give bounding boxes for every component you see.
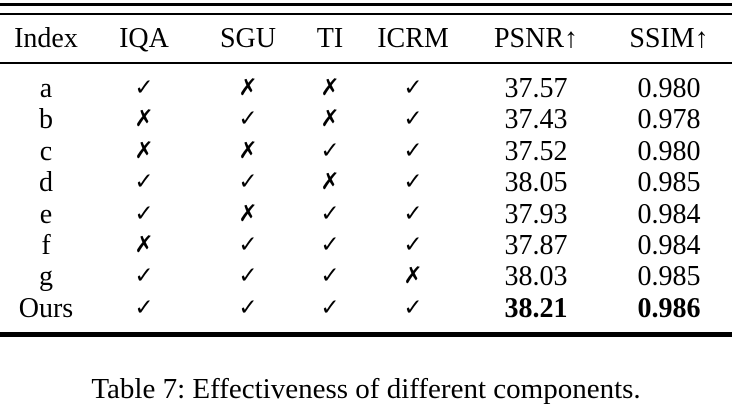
cross-icon: ✗	[320, 75, 340, 101]
metric-value: 0.984	[637, 229, 701, 261]
row-index-label: f	[41, 229, 51, 261]
check-icon: ✓	[320, 137, 340, 164]
column-header-index: Index	[14, 22, 78, 54]
check-icon: ✓	[320, 263, 340, 290]
row-index-label: d	[39, 167, 53, 199]
column-header-icrm: ICRM	[377, 22, 449, 54]
cross-icon: ✗	[134, 231, 154, 258]
table-row-b: b ✗ ✓ ✗ ✓ 37.43 0.978	[0, 104, 732, 135]
table-row-e: e ✓ ✗ ✓ ✓ 37.93 0.984	[0, 199, 732, 230]
metric-value: 0.984	[637, 198, 701, 230]
check-icon: ✓	[403, 106, 423, 133]
check-icon: ✓	[403, 75, 423, 101]
cross-icon: ✗	[320, 169, 340, 196]
row-index-label: c	[39, 135, 53, 167]
table-row-f: f ✗ ✓ ✓ ✓ 37.87 0.984	[0, 230, 732, 261]
metric-value: 0.985	[637, 167, 701, 199]
metric-value: 37.57	[504, 73, 568, 104]
column-header-ti: TI	[316, 22, 344, 54]
check-icon: ✓	[238, 263, 258, 290]
column-header-sgu: SGU	[219, 22, 276, 54]
cross-icon: ✗	[134, 106, 154, 133]
table-body: a ✓ ✗ ✗ ✓ 37.57 0.980 b ✗ ✓ ✗ ✓ 37.43 0.978 c ✗ ✗ ✓ ✓ 37.52…	[0, 64, 732, 324]
table-row-a: a ✓ ✗ ✗ ✓ 37.57 0.980	[0, 73, 732, 104]
check-icon: ✓	[134, 75, 154, 101]
check-icon: ✓	[320, 200, 340, 227]
table-header-row: Index IQA SGU TI ICRM PSNR↑ SSIM↑	[0, 15, 732, 62]
check-icon: ✓	[238, 169, 258, 196]
column-header-psnr: PSNR↑	[493, 22, 579, 54]
metric-value: 0.978	[637, 104, 701, 136]
table-row-g: g ✓ ✓ ✓ ✗ 38.03 0.985	[0, 261, 732, 292]
check-icon: ✓	[403, 294, 423, 321]
table-row-d: d ✓ ✓ ✗ ✓ 38.05 0.985	[0, 167, 732, 198]
check-icon: ✓	[403, 169, 423, 196]
table-top-rule-inner	[0, 13, 732, 15]
row-index-label: a	[39, 73, 53, 104]
check-icon: ✓	[134, 294, 154, 321]
row-index-label: Ours	[18, 292, 74, 324]
column-header-iqa: IQA	[119, 22, 169, 54]
cross-icon: ✗	[134, 137, 154, 164]
check-icon: ✓	[403, 200, 423, 227]
row-index-label: g	[39, 261, 53, 293]
check-icon: ✓	[320, 294, 340, 321]
metric-value: 0.980	[637, 135, 701, 167]
check-icon: ✓	[134, 200, 154, 227]
metric-value: 37.43	[504, 104, 568, 136]
check-icon: ✓	[403, 137, 423, 164]
metric-value: 37.93	[504, 198, 568, 230]
cross-icon: ✗	[238, 200, 258, 227]
check-icon: ✓	[238, 294, 258, 321]
table-caption: Table 7: Effectiveness of different comp…	[91, 373, 641, 406]
check-icon: ✓	[134, 169, 154, 196]
metric-value: 38.03	[504, 261, 568, 293]
check-icon: ✓	[134, 263, 154, 290]
table-bottom-rule	[0, 332, 732, 338]
column-header-ssim: SSIM↑	[629, 22, 709, 54]
cross-icon: ✗	[238, 75, 258, 101]
check-icon: ✓	[403, 231, 423, 258]
cross-icon: ✗	[238, 137, 258, 164]
check-icon: ✓	[238, 231, 258, 258]
row-index-label: e	[39, 198, 53, 230]
table-row-c: c ✗ ✗ ✓ ✓ 37.52 0.980	[0, 136, 732, 167]
table-row-ours: Ours ✓ ✓ ✓ ✓ 38.21 0.986	[0, 293, 732, 324]
check-icon: ✓	[238, 106, 258, 133]
metric-value: 0.985	[637, 261, 701, 293]
metric-value: 37.52	[504, 135, 568, 167]
metric-value: 37.87	[504, 229, 568, 261]
metric-value: 0.980	[637, 73, 701, 104]
header-separator-rule	[0, 62, 732, 64]
metric-value: 0.986	[637, 292, 701, 324]
row-index-label: b	[39, 104, 53, 136]
metric-value: 38.05	[504, 167, 568, 199]
metric-value: 38.21	[504, 292, 568, 324]
cross-icon: ✗	[320, 106, 340, 133]
cross-icon: ✗	[403, 263, 423, 290]
check-icon: ✓	[320, 231, 340, 258]
table-top-rule-outer	[0, 3, 732, 6]
